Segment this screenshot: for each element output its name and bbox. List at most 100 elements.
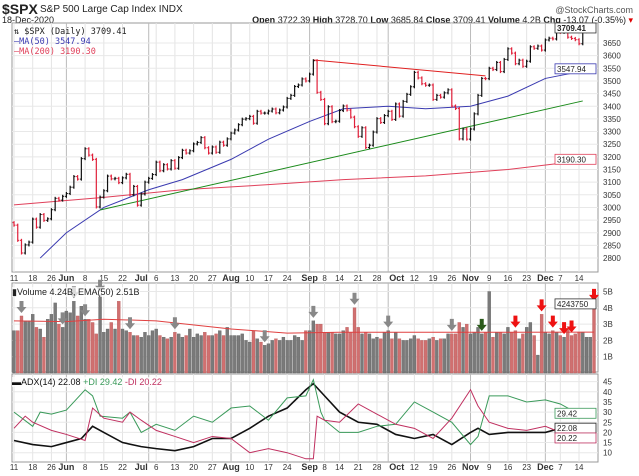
volume-bar <box>397 338 402 374</box>
x-tick-label: 11 <box>10 274 19 283</box>
x-tick-label: 10 <box>245 463 254 472</box>
arrow-down-icon <box>57 312 68 325</box>
volume-bar <box>330 332 334 374</box>
volume-bar <box>554 332 559 374</box>
legend-pdi-text: +DI 29.42 <box>83 377 123 387</box>
volume-bar <box>49 314 54 374</box>
source-credit: @StockCharts.com <box>555 5 633 15</box>
volume-bar <box>229 335 233 374</box>
adx-tick-label: 35 <box>603 398 612 407</box>
volume-bar <box>206 335 211 374</box>
security-name: S&P 500 Large Cap Index INDX <box>40 4 183 15</box>
adx-series-0 <box>13 382 595 452</box>
arrow-down-icon <box>125 317 135 330</box>
volume-bar <box>304 330 308 374</box>
volume-bar <box>27 320 31 374</box>
volume-bar <box>337 333 342 374</box>
volume-bar <box>453 333 458 374</box>
x-tick-label: 8 <box>322 463 327 472</box>
adx-tick-label: 10 <box>603 449 612 458</box>
volume-bar <box>502 333 506 374</box>
x-tick-label: 10 <box>245 274 254 283</box>
ma200-line <box>13 158 595 206</box>
volume-bar <box>592 303 596 374</box>
volume-bar <box>472 332 476 374</box>
price-tick-label: 3250 <box>603 140 621 149</box>
volume-bar <box>547 333 551 374</box>
volume-bar <box>176 333 181 374</box>
price-tick-label: 3300 <box>603 128 621 137</box>
legend-ma50: —MA(50) 3547.94 <box>14 37 91 47</box>
price-tick-label: 2950 <box>603 216 621 225</box>
volume-bar <box>412 335 417 374</box>
volume-bar <box>191 336 196 374</box>
volume-bar <box>83 319 87 374</box>
x-tick-label: 21 <box>354 463 363 472</box>
volume-bar <box>184 335 188 374</box>
volume-bar <box>162 336 166 374</box>
volume-bar <box>42 336 46 374</box>
volume-bar <box>199 335 203 374</box>
volume-bar <box>532 335 536 374</box>
x-tick-label: Jun <box>58 273 74 283</box>
x-tick-label: 7 <box>558 463 563 472</box>
price-tick-label: 3600 <box>603 52 621 61</box>
volume-bar <box>371 338 375 374</box>
volume-bar <box>311 320 316 374</box>
x-tick-label: Aug <box>222 462 240 472</box>
x-tick-label: 15 <box>99 274 108 283</box>
x-tick-label: 26 <box>47 274 56 283</box>
trendline-green <box>99 100 583 211</box>
x-tick-label: Jul <box>135 462 148 472</box>
close-value: 3709.41 <box>452 15 486 25</box>
volume-bar <box>584 336 589 374</box>
arrow-down-icon <box>589 288 599 301</box>
trendline-red <box>313 59 486 77</box>
volume-bar <box>113 328 117 374</box>
volume-bar <box>72 301 76 374</box>
price-tick-label: 3050 <box>603 191 621 200</box>
x-tick-label: 17 <box>264 274 273 283</box>
exchange: INDX <box>158 4 183 15</box>
volume-bar <box>23 320 27 374</box>
volume-bar <box>461 327 465 374</box>
x-tick-label: 20 <box>189 463 198 472</box>
volume-bar <box>109 322 113 374</box>
x-tick-label: 8 <box>83 463 88 472</box>
x-tick-label: Oct <box>389 462 404 472</box>
x-tick-label: 14 <box>335 274 344 283</box>
x-tick-label: Jun <box>58 462 74 472</box>
volume-bar <box>438 338 443 374</box>
panel-frame <box>11 373 599 463</box>
last-pdi-label-box <box>554 407 597 419</box>
volume-bar <box>266 343 271 374</box>
volume-bar <box>386 330 390 374</box>
volume-bar <box>341 330 345 374</box>
volume-bar <box>278 340 282 374</box>
arrow-down-icon <box>446 318 457 331</box>
legend-adx-text: ADX(14) 22.08 <box>21 377 81 387</box>
volume-bar <box>195 333 200 374</box>
volume-tick-label: 3B <box>603 320 613 329</box>
volume-bar <box>349 332 353 374</box>
last-ma200-label-box <box>554 153 597 165</box>
adx-tick-label: 45 <box>603 378 612 387</box>
adx-tick-label: 30 <box>603 408 612 417</box>
x-tick-label: 28 <box>373 274 382 283</box>
volume-bar <box>405 340 409 374</box>
high-value: 3728.70 <box>335 15 368 25</box>
volume-bar <box>319 323 323 374</box>
legend-price: ⇅ $SPX (Daily) 3709.41 <box>14 27 127 37</box>
open-value: 3722.39 <box>277 15 311 25</box>
x-tick-label: 14 <box>575 463 584 472</box>
x-tick-label: 12 <box>410 274 419 283</box>
volume-bar <box>566 328 570 374</box>
legend-ma50-text: MA(50) 3547.94 <box>19 37 91 47</box>
volume-bar <box>154 328 158 374</box>
volume-bar <box>360 333 364 374</box>
volume-bar <box>79 306 84 374</box>
x-tick-label: 24 <box>283 274 292 283</box>
volume-bar <box>248 341 252 374</box>
volume-bar <box>75 315 80 374</box>
